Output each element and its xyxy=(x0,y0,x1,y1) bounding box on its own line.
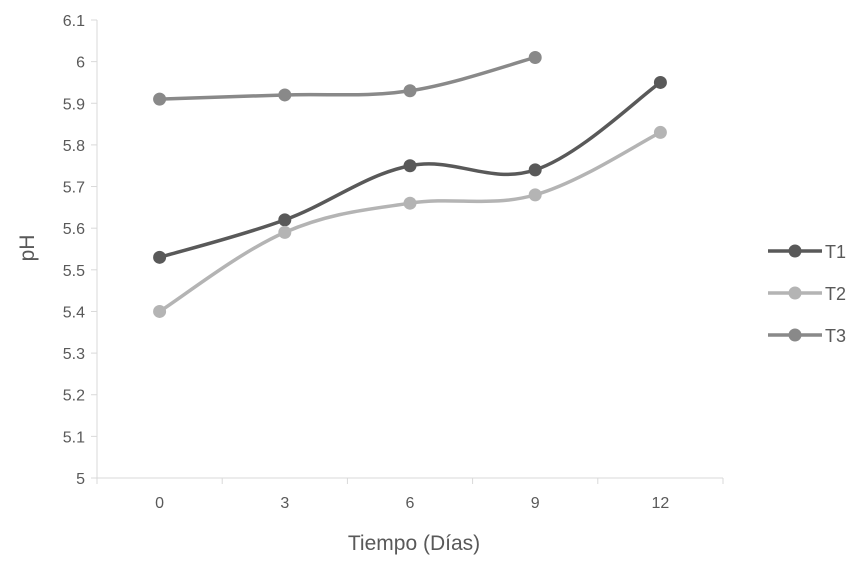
legend-label: T3 xyxy=(825,326,846,346)
series-t2 xyxy=(153,125,667,318)
data-point xyxy=(528,163,542,177)
axes: 5 5.1 5.2 5.3 5.4 5.5 5.6 5.7 5.8 5.9 6 6.1 0 3 6 9 12 xyxy=(63,13,724,512)
legend-item-t1: T1 xyxy=(768,242,846,262)
data-point xyxy=(278,213,292,227)
x-tick-label: 6 xyxy=(406,495,415,512)
legend: T1 T2 T3 xyxy=(768,242,846,346)
y-tick-label: 5.2 xyxy=(63,388,85,405)
data-point xyxy=(403,159,417,173)
series-t3 xyxy=(153,50,542,106)
y-tick-label: 5.1 xyxy=(63,429,85,446)
data-point xyxy=(153,92,167,106)
legend-item-t3: T3 xyxy=(768,326,846,346)
legend-swatch-marker xyxy=(788,244,802,258)
x-tick-label: 12 xyxy=(652,495,670,512)
series-layer xyxy=(153,50,667,318)
data-point xyxy=(528,50,542,64)
legend-item-t2: T2 xyxy=(768,284,846,304)
data-point xyxy=(528,188,542,202)
data-point xyxy=(153,304,167,318)
data-point xyxy=(403,84,417,98)
series-t1 xyxy=(153,75,667,264)
legend-label: T1 xyxy=(825,242,846,262)
y-tick-label: 5.5 xyxy=(63,263,85,280)
y-axis-title: pH xyxy=(16,235,39,262)
y-tick-label: 5.6 xyxy=(63,221,85,238)
data-point xyxy=(653,125,667,139)
y-tick-label: 5.4 xyxy=(63,304,85,321)
legend-swatch-marker xyxy=(788,328,802,342)
data-point xyxy=(403,196,417,210)
x-tick-label: 9 xyxy=(531,495,540,512)
series-line xyxy=(157,55,537,101)
x-tick-label: 3 xyxy=(280,495,289,512)
y-tick-label: 5.9 xyxy=(63,96,85,113)
legend-label: T2 xyxy=(825,284,846,304)
data-point xyxy=(278,225,292,239)
y-tick-label: 5.3 xyxy=(63,346,85,363)
data-point xyxy=(653,75,667,89)
y-tick-label: 6 xyxy=(76,55,85,72)
y-tick-label: 5.7 xyxy=(63,180,85,197)
data-point xyxy=(153,250,167,264)
x-tick-label: 0 xyxy=(155,495,164,512)
y-tick-label: 5.8 xyxy=(63,138,85,155)
y-tick-label: 5 xyxy=(76,471,85,488)
legend-swatch-marker xyxy=(788,286,802,300)
data-point xyxy=(278,88,292,102)
y-tick-label: 6.1 xyxy=(63,13,85,30)
x-axis-title: Tiempo (Días) xyxy=(348,532,480,555)
